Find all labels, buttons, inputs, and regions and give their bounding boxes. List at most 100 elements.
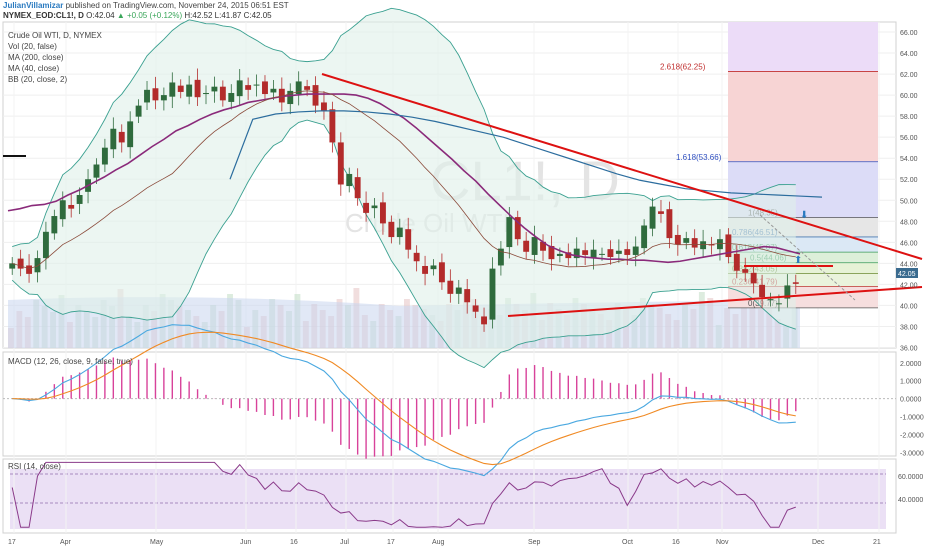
author-link[interactable]: JulianVillamizar [3,1,64,10]
symbol-name: NYMEX_EOD:CL1!, D [3,11,84,20]
bb-fill [12,8,796,368]
candle-body [329,109,336,143]
candle-body [472,305,479,312]
y-tick-label: 64.00 [900,51,918,58]
x-tick-label: Oct [622,539,633,546]
candle-body [717,239,723,250]
candle-body [379,202,386,224]
candle-body [396,227,403,238]
rsi-panel [2,458,897,534]
legend-vol: Vol (20, false) [8,42,57,51]
candle-body [337,142,344,185]
y-tick-label: 60.00 [900,93,918,100]
candle-body [203,92,209,95]
y-tick-label: 56.00 [900,135,918,142]
candle-body [422,265,429,274]
candle-body [101,147,108,165]
candle-body [93,164,100,178]
y-tick-label: 52.00 [900,177,918,184]
fib-zone [728,252,878,263]
candle-body [118,131,125,143]
arrow-down-icon: ⬇ [800,210,808,221]
candle-body [506,217,513,248]
rsi-band [10,469,886,529]
candle-body [186,84,193,97]
candle-body [733,253,740,271]
candle-body [674,234,681,245]
macd-tick-label: -3.0000 [900,450,924,457]
x-tick-label: Jun [240,539,251,546]
candle-body [152,88,159,101]
candle-body [253,84,260,86]
candle-body [725,234,732,258]
candle-body [624,249,631,255]
publish-text: published on TradingView.com, November 2… [65,1,289,10]
candle-body [51,216,58,234]
candle-body [556,253,563,256]
candle-body [405,229,412,250]
candle-body [666,209,673,239]
candle-body [531,237,538,255]
candle-body [278,88,285,103]
candle-body [784,285,791,299]
candle-body [262,81,268,95]
x-tick-label: 16 [290,539,298,546]
candle-body [607,249,614,258]
x-tick-label: Dec [812,539,825,546]
candle-body [321,102,327,111]
candle-body [691,238,698,248]
fib-zone-top [728,22,878,72]
candle-body [304,86,311,90]
chart-header: JulianVillamizar published on TradingVie… [0,0,932,22]
candle-body [548,246,555,260]
y-tick-label: 58.00 [900,114,918,121]
candle-body [68,204,75,209]
y-tick-label: 40.00 [900,303,918,310]
candle-body [135,105,142,117]
candle-body [363,202,370,213]
candle-body [775,303,782,305]
candle-body [371,205,378,209]
y-tick-label: 36.00 [900,345,918,352]
candle-body [42,231,49,259]
candle-body [599,253,605,255]
macd-tick-label: 2.0000 [900,361,922,368]
x-tick-label: 17 [8,539,16,546]
macd-legend: MACD (12, 26, close, 9, false, true) [8,357,133,366]
candle-body [750,272,757,284]
candle-body [9,263,16,269]
bb-basis-line [12,90,796,270]
candle-body [447,280,454,294]
y-tick-label: 44.00 [900,261,918,268]
candle-body [219,86,226,101]
candle-body [481,316,487,325]
candle-body [489,268,496,320]
y-tick-label: 62.00 [900,72,918,79]
candle-body [658,211,664,214]
candle-body [110,128,117,150]
candle-body [514,217,521,240]
lower-trendline[interactable] [507,286,923,317]
quote-high: H:42.52 [184,11,213,20]
price-label: 42.05 [898,271,916,278]
x-tick-label: May [150,539,164,546]
macd-tick-label: 1.0000 [900,379,922,386]
candle-body [455,287,462,294]
rsi-tick-label: 60.0000 [898,474,923,481]
candle-body [540,241,546,251]
main-legend: Crude Oil WTI, D, NYMEX Vol (20, false) … [8,31,102,84]
candle-body [792,282,799,284]
candle-body [708,244,715,246]
candle-body [211,86,218,92]
macd-line [12,324,796,477]
arrow-up-icon: ⬆ [794,255,802,266]
bb-upper [12,7,796,247]
upper-trendline[interactable] [321,73,923,260]
candle-body [582,250,589,255]
macd-panel [2,351,897,457]
y-tick-label: 50.00 [900,198,918,205]
candle-body [700,241,707,250]
candle-body [590,249,597,259]
candle-body [160,95,167,101]
